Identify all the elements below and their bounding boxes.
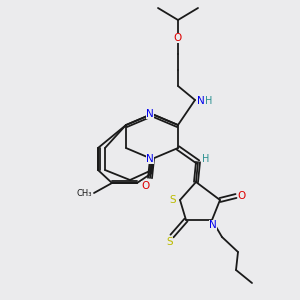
Text: N: N [197, 96, 205, 106]
Text: N: N [146, 109, 154, 119]
Text: N: N [209, 220, 217, 230]
Text: O: O [141, 181, 149, 191]
Text: N: N [146, 154, 154, 164]
Text: S: S [167, 237, 173, 247]
Text: O: O [238, 191, 246, 201]
Text: CH₃: CH₃ [76, 188, 92, 197]
Text: O: O [174, 33, 182, 43]
Text: H: H [205, 96, 212, 106]
Text: S: S [170, 195, 176, 205]
Text: H: H [202, 154, 209, 164]
